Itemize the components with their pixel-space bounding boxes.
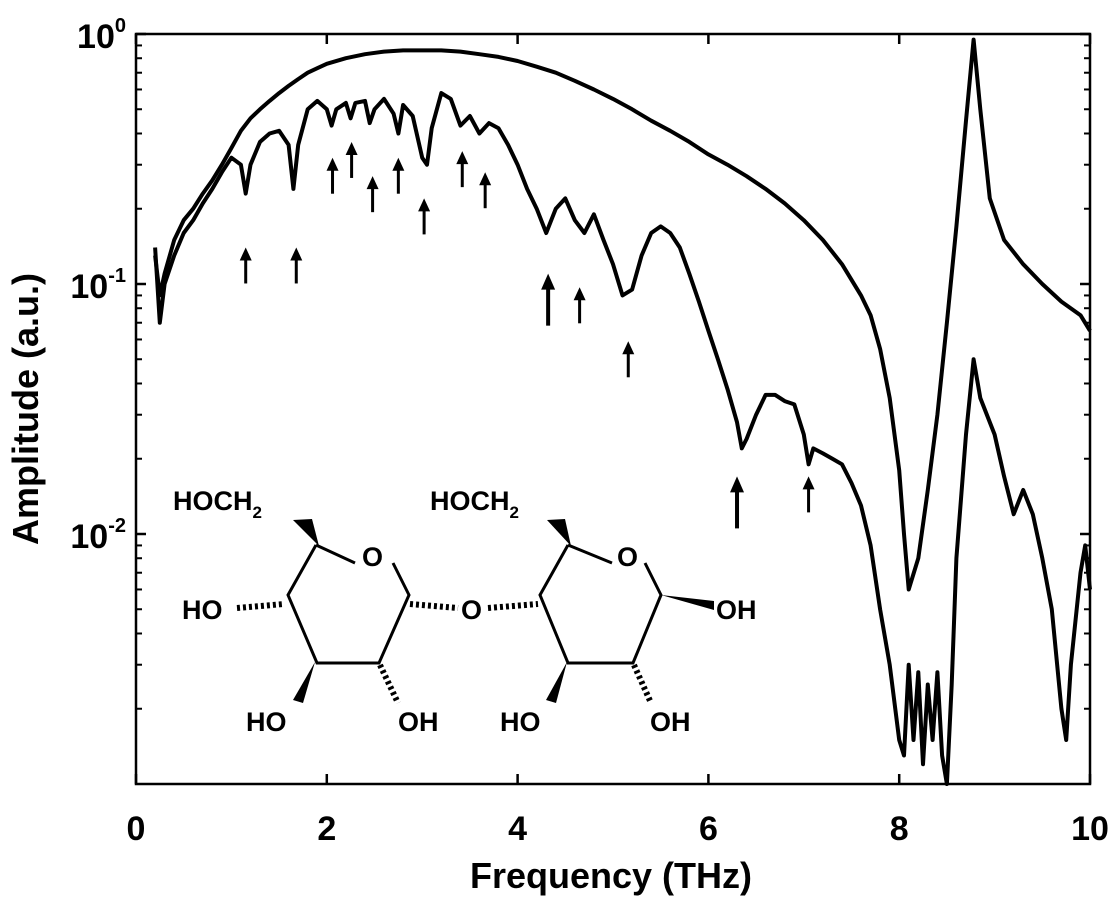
- left-ring-o-label: O: [362, 542, 383, 572]
- right-oh-bottom-left-label: HO: [500, 707, 541, 737]
- left-ch2-label: HOCH2: [173, 486, 262, 522]
- annotation-arrow: [326, 157, 339, 194]
- right-oh-right-label: OH: [716, 595, 757, 625]
- right-oh-bottom-right-label: OH: [650, 707, 691, 737]
- series-layer: [153, 37, 1092, 786]
- annotation-arrow: [345, 141, 358, 178]
- molecular-structure: [236, 519, 714, 705]
- x-tick-label: 4: [508, 810, 527, 848]
- annotation-arrow: [239, 247, 252, 284]
- annotation-arrow: [456, 151, 469, 188]
- right-ring-oh-bottom-wedge: [546, 662, 567, 703]
- y-axis-label: Amplitude (a.u.): [5, 273, 46, 545]
- right-ch2-label: HOCH2: [430, 486, 519, 522]
- x-tick-label: 10: [1071, 810, 1109, 848]
- annotation-arrow: [730, 476, 745, 529]
- left-ring-oh-left-hash: [236, 601, 285, 611]
- series-line-1: [153, 37, 1092, 592]
- left-oh-bottom-left-label: HO: [246, 707, 287, 737]
- annotation-arrow: [392, 157, 405, 194]
- annotation-arrow: [479, 172, 492, 209]
- x-tick-label: 6: [699, 810, 718, 848]
- series-line-2: [153, 91, 1092, 786]
- y-tick-label: 10-1: [70, 265, 126, 306]
- y-tick-label: 100: [77, 15, 126, 56]
- annotation-arrow: [573, 287, 586, 324]
- structure-labels: HOCH2 O HO O HO OH HOCH2 O OH HO OH: [173, 486, 757, 737]
- annotation-arrow: [622, 341, 635, 378]
- left-ring-oh-bottom-wedge: [293, 662, 315, 703]
- left-ring-oh-bottom-right-hash: [377, 663, 401, 705]
- annotation-arrows: [239, 141, 815, 529]
- plot-frame: [134, 32, 1092, 786]
- axis-ticks: 0 2 4 6 8 10 100 10-1 10-2: [70, 15, 1109, 848]
- left-oh-left-label: HO: [182, 595, 223, 625]
- left-ring-bonds: [286, 543, 411, 665]
- right-ring-oh-bottom-right-hash: [631, 663, 654, 705]
- right-ring-bonds: [538, 543, 663, 665]
- left-oh-bottom-right-label: OH: [398, 707, 439, 737]
- glycosidic-bond-right-hash: [487, 601, 539, 611]
- y-tick-label: 10-2: [70, 515, 126, 556]
- annotation-arrow: [802, 476, 815, 513]
- left-ring-ch2-wedge: [293, 519, 319, 546]
- right-ring-oh-right-wedge: [661, 595, 714, 610]
- right-ring-ch2-wedge: [547, 519, 571, 546]
- glycosidic-bond-left-hash: [409, 601, 459, 611]
- right-ring-o-label: O: [617, 542, 638, 572]
- bridge-o-label: O: [461, 595, 482, 625]
- annotation-arrow: [290, 247, 303, 284]
- x-axis-label: Frequency (THz): [470, 855, 752, 896]
- x-tick-label: 8: [890, 810, 909, 848]
- x-tick-label: 0: [127, 810, 146, 848]
- annotation-arrow: [541, 273, 556, 326]
- annotation-arrow: [366, 176, 379, 213]
- annotation-arrow: [418, 198, 431, 235]
- x-tick-label: 2: [317, 810, 336, 848]
